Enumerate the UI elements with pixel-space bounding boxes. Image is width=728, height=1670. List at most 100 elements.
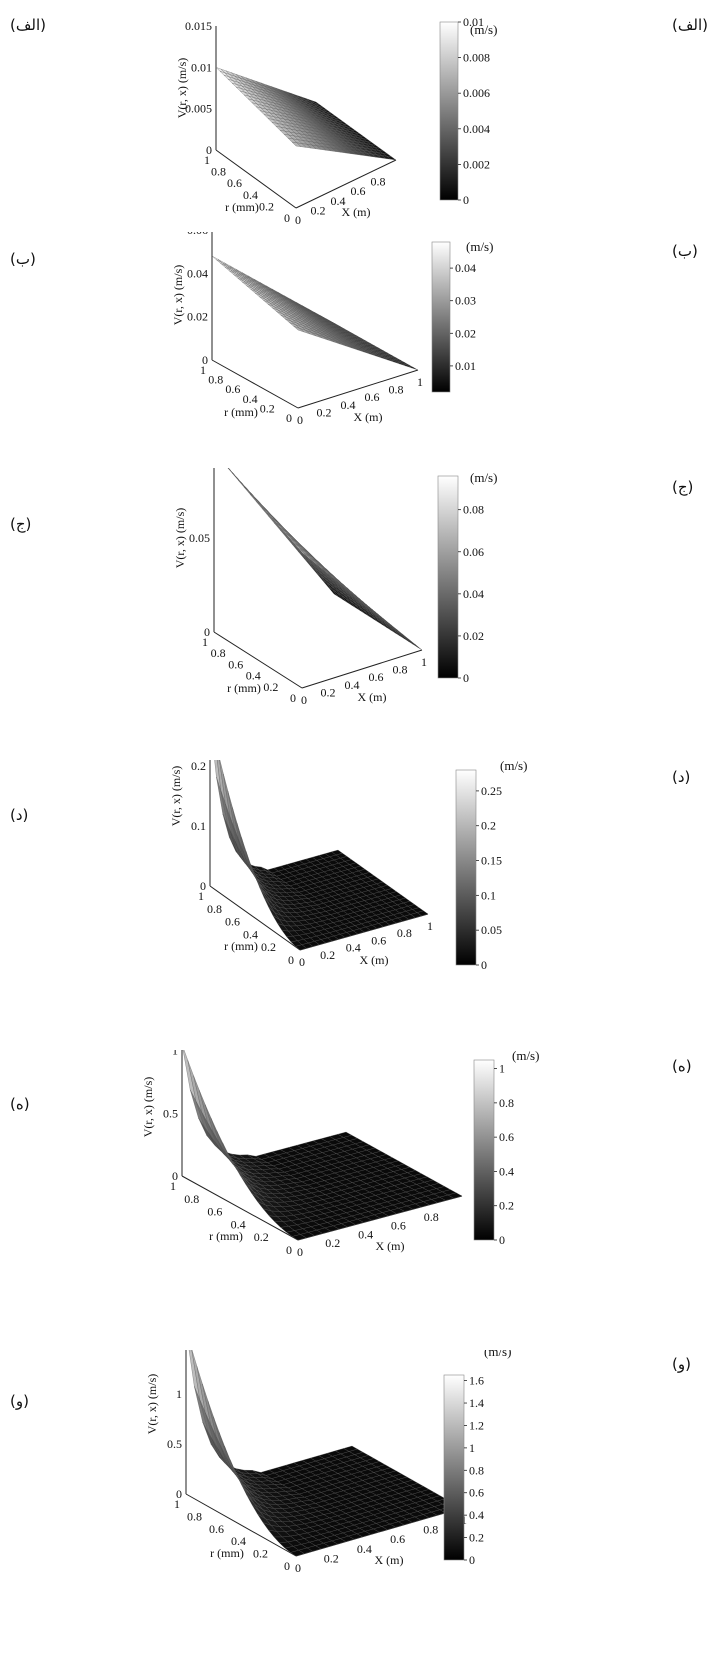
panel-label-right-5: (ه) [672,1057,692,1075]
r-tick-label: 0.4 [231,1217,246,1231]
panel-3: 00.050.100.20.40.60.8100.20.40.60.81V(r,… [0,468,728,743]
r-tick-label: 0 [284,211,290,225]
colorbar-tick-label: 0.2 [499,1199,514,1213]
colorbar-unit: (m/s) [470,22,497,37]
x-tick-label: 0.8 [423,1523,438,1537]
r-axis-label: r (mm) [210,1546,244,1560]
x-tick-label: 0 [299,955,305,969]
z-axis-label: V(r, x) (m/s) [175,58,189,119]
x-tick-label: 0.4 [346,941,361,955]
z-tick-label: 0.06 [187,232,208,237]
x-tick-label: 0.4 [331,194,346,208]
colorbar-tick-label: 0.2 [481,819,496,833]
colorbar-tick-label: 1.2 [469,1418,484,1432]
z-tick-label: 0 [172,1169,178,1183]
z-tick-label: 0 [202,353,208,367]
z-axis-label: V(r, x) (m/s) [169,766,183,827]
panel-5: 0 0.5 1 0 0.2 0.4 0.6 0.8 0 0.2 0.4 0.6 0.8 1 V(r, x) … [0,1050,728,1355]
colorbar-tick-label: 0.02 [455,326,476,340]
r-tick-label: 0.8 [187,1509,202,1523]
r-tick-label: 0.6 [225,915,240,929]
surface-patch [407,365,419,371]
x-axis-label: X (m) [360,953,389,967]
surface-plot-3: 00.050.100.20.40.60.8100.20.40.60.81V(r,… [173,468,497,707]
r-tick-label: 0.4 [231,1534,246,1548]
r-tick-label: 0 [286,411,292,425]
r-axis-line [213,631,303,689]
z-tick-label: 0.05 [189,531,210,545]
x-axis-label: X (m) [376,1239,405,1253]
x-tick-label: 0.8 [424,1210,439,1224]
x-tick-label: 0 [301,693,307,707]
colorbar-tick-label: 0 [499,1233,505,1247]
z-tick-label: 0.2 [191,760,206,773]
z-tick-label: 1 [176,1387,182,1401]
colorbar-unit: (m/s) [512,1050,539,1063]
r-axis-line [181,1175,299,1241]
axes-3 [213,468,423,689]
z-axis-label: V(r, x) (m/s) [145,1374,159,1435]
r-tick-label: 0.8 [184,1192,199,1206]
axes-1 [215,26,397,209]
x-tick-label: 0.8 [397,926,412,940]
z-tick-label: 0 [204,625,210,639]
x-tick-label: 0.6 [391,1219,406,1233]
r-tick-label: 0 [290,691,296,705]
surface-patch [211,255,223,264]
colorbar-unit: (m/s) [466,239,493,254]
panel-label-left-4: (د) [10,806,29,824]
panel-label-right-3: (ج) [672,478,694,496]
r-axis-label: r (mm) [224,405,258,419]
colorbar-tick-label: 1 [469,1441,475,1455]
panel-label-left-1: (الف) [10,16,46,34]
z-tick-label: 0 [176,1487,182,1501]
x-axis-line [301,649,423,689]
x-tick-label: 0.6 [369,670,384,684]
panel-label-left-6: (و) [10,1392,29,1410]
colorbar-tick-label: 0.8 [499,1096,514,1110]
colorbar-tick-label: 0 [469,1553,475,1567]
x-tick-label: 1 [427,919,433,933]
x-tick-label: 0 [297,413,303,427]
colorbar-5: 0 0.2 0.4 0.6 0.8 1 (m/s) [473,1050,539,1247]
panel-label-left-3: (ج) [10,515,32,533]
colorbar-tick-label: 0.02 [463,629,484,643]
panel-label-right-2: (ب) [672,242,698,260]
z-tick-label: 0.005 [185,102,212,116]
colorbar-tick-label: 0.4 [499,1164,514,1178]
x-tick-label: 0.8 [371,175,386,189]
r-tick-label: 1 [204,153,210,167]
surface-patch [447,1192,463,1199]
r-tick-label: 0.4 [243,188,258,202]
r-tick-label: 0 [286,1243,292,1257]
x-tick-label: 0.2 [321,685,336,699]
panel-2: 00.020.040.0600.20.40.60.8100.20.40.60.8… [0,232,728,472]
colorbar-tick-label: 0.2 [469,1531,484,1545]
colorbar-tick-label: 0.15 [481,854,502,868]
colorbar-unit: (m/s) [500,760,527,773]
colorbar-gradient [455,769,477,966]
panel-label-left-2: (ب) [10,250,36,268]
panel-label-left-5: (ه) [10,1095,30,1113]
colorbar-tick-label: 0.01 [455,359,476,373]
colorbar-gradient [437,475,459,679]
surface-5 [182,1050,463,1241]
r-tick-label: 0.2 [259,199,274,213]
colorbar-3: 0 0.02 0.04 0.06 0.08 (m/s) [437,470,497,685]
z-tick-label: 0.015 [185,19,212,33]
z-tick-label: 0.5 [167,1437,182,1451]
colorbar-4: 0 0.05 0.1 0.15 0.2 0.25 (m/s) [455,760,527,972]
colorbar-gradient [443,1374,465,1561]
surface-1 [215,67,397,161]
r-axis-line [211,359,299,409]
z-tick-label: 0.02 [187,310,208,324]
r-tick-label: 0.4 [246,669,261,683]
ticks-1: 00.0050.010.01500.20.40.60.800.20.40.60.… [185,19,386,227]
colorbar-tick-label: 0.8 [469,1463,484,1477]
r-tick-label: 0.6 [209,1522,224,1536]
r-tick-label: 1 [198,889,204,903]
axes-2 [211,232,419,409]
x-axis-label: X (m) [358,690,387,704]
